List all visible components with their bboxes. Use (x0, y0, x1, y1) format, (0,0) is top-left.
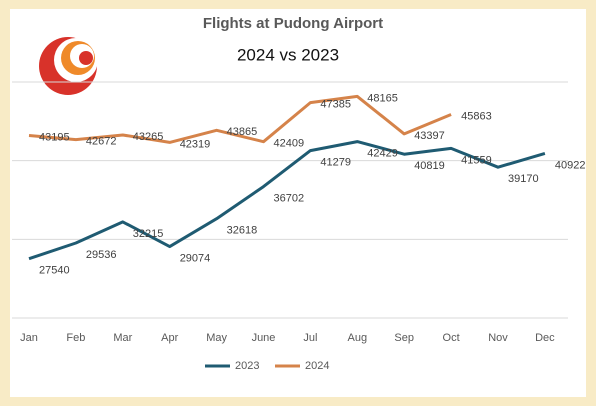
data-label: 27540 (39, 265, 70, 277)
data-label: 43397 (414, 130, 445, 142)
data-label: 42319 (180, 138, 211, 150)
data-label: 32618 (227, 225, 258, 237)
data-label: 42429 (367, 147, 398, 159)
data-label: 47385 (320, 98, 351, 110)
data-label: 48165 (367, 92, 398, 104)
x-tick-label: Jul (303, 332, 317, 344)
x-tick-label: Nov (488, 332, 508, 344)
x-tick-label: Jan (20, 332, 38, 344)
x-tick-label: Oct (443, 332, 460, 344)
data-label: 40922 (555, 159, 586, 171)
data-label: 42409 (274, 138, 305, 150)
x-tick-label: Sep (394, 332, 414, 344)
chart-title: Flights at Pudong Airport (203, 15, 383, 32)
data-label: 41559 (461, 154, 492, 166)
logo (39, 37, 98, 95)
x-tick-label: Mar (113, 332, 132, 344)
data-label: 43265 (133, 131, 164, 143)
data-label: 41279 (320, 157, 351, 169)
x-tick-label: Dec (535, 332, 555, 344)
legend-label: 2024 (305, 360, 329, 372)
chart-subtitle: 2024 vs 2023 (237, 45, 339, 64)
x-tick-label: Feb (66, 332, 85, 344)
data-label: 29536 (86, 249, 117, 261)
data-label: 43195 (39, 131, 70, 143)
data-label: 32215 (133, 228, 164, 240)
data-label: 45863 (461, 110, 492, 122)
data-label: 43865 (227, 126, 258, 138)
data-label: 40819 (414, 160, 445, 172)
data-label: 39170 (508, 173, 539, 185)
data-label: 42672 (86, 136, 117, 148)
x-tick-label: Aug (348, 332, 368, 344)
data-label: 29074 (180, 253, 211, 265)
series-line (28, 140, 546, 261)
x-tick-label: Apr (161, 332, 178, 344)
x-tick-label: June (252, 332, 276, 344)
chart-panel (10, 9, 586, 397)
data-label: 36702 (274, 193, 305, 205)
series-line (28, 94, 452, 144)
legend-label: 2023 (235, 360, 259, 372)
x-tick-label: May (206, 332, 227, 344)
